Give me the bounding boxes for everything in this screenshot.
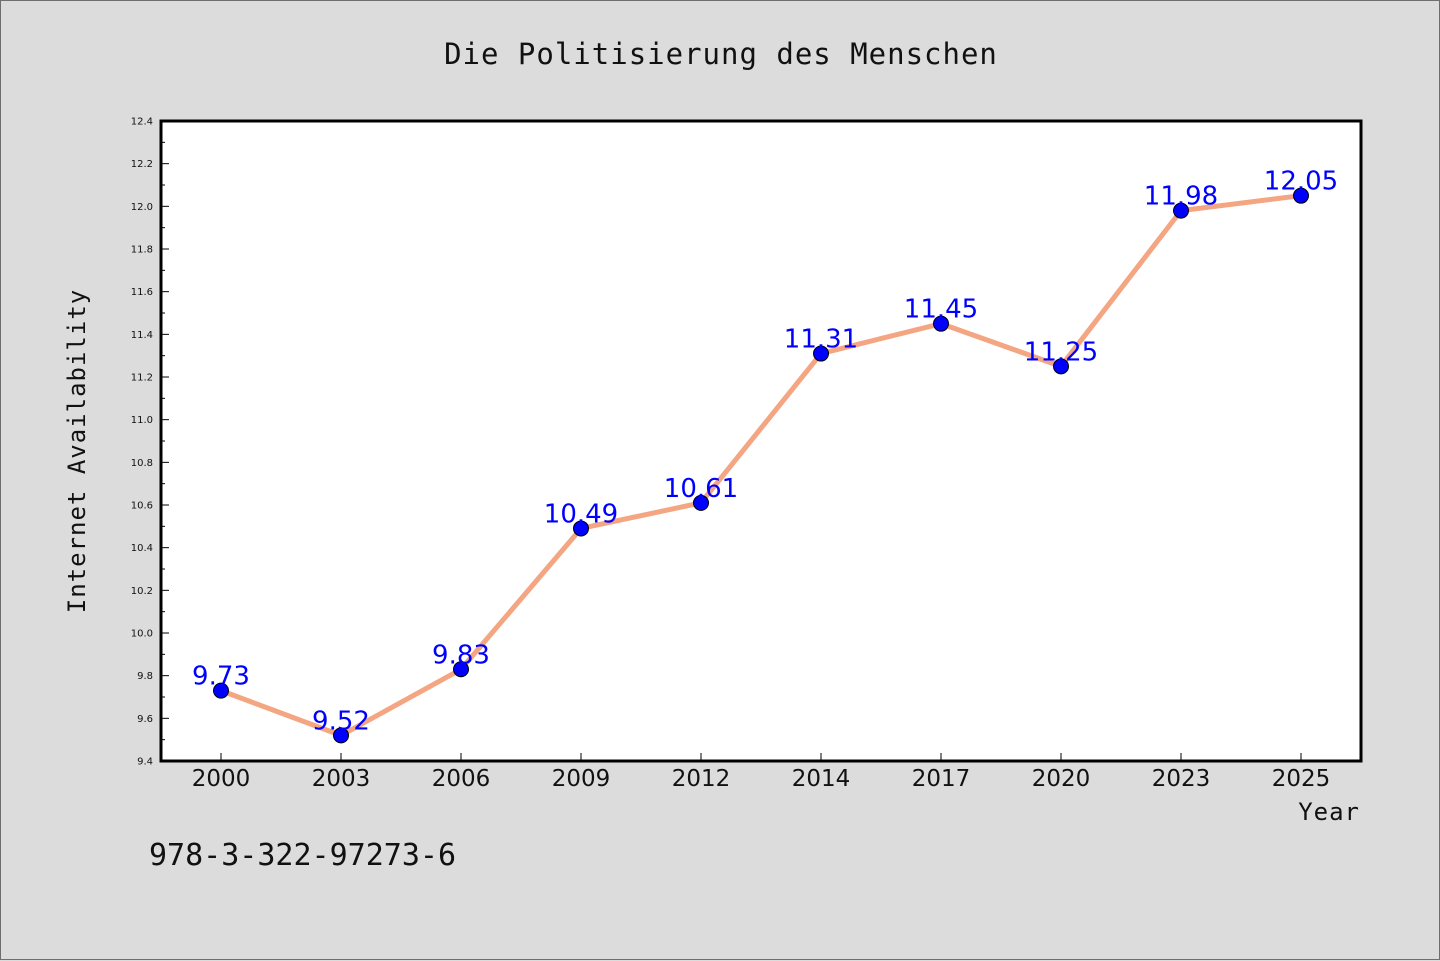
y-tick-label: 11.8 <box>131 245 153 256</box>
y-tick-label: 11.4 <box>131 330 153 341</box>
x-tick-label: 2020 <box>1032 766 1091 792</box>
y-tick-label: 9.6 <box>137 714 153 725</box>
data-point <box>933 315 949 332</box>
y-tick-label: 10.2 <box>131 586 153 597</box>
y-axis: 9.4 9.6 9.8 10.0 10.2 10.4 10.6 10.8 11.0 11.2 11.… <box>131 117 169 768</box>
y-tick-label: 11.0 <box>131 415 153 426</box>
data-point <box>1053 358 1069 375</box>
y-tick-label: 12.2 <box>131 159 153 170</box>
data-point <box>453 661 469 678</box>
data-label: 10.61 <box>664 474 738 504</box>
isbn-footnote: 978-3-322-97273-6 <box>149 838 456 873</box>
plot-area <box>159 119 1363 763</box>
y-tick-label: 10.8 <box>131 458 153 469</box>
data-point <box>1293 187 1309 204</box>
y-tick-label: 10.0 <box>131 629 153 640</box>
data-point <box>1173 202 1189 219</box>
series-line <box>220 193 1302 738</box>
x-tick-label: 2017 <box>912 766 971 792</box>
data-point <box>813 345 829 362</box>
data-label: 9.83 <box>432 640 490 670</box>
data-point <box>213 682 229 699</box>
data-label: 11.25 <box>1024 337 1098 367</box>
data-label: 10.49 <box>544 499 618 529</box>
x-tick-label: 2023 <box>1152 766 1211 792</box>
x-tick-label: 2012 <box>672 766 731 792</box>
x-tick-label: 2009 <box>552 766 611 792</box>
x-tick-label: 2025 <box>1272 766 1331 792</box>
data-label: 12.05 <box>1264 167 1338 197</box>
data-label: 9.52 <box>312 706 370 736</box>
y-tick-label: 11.6 <box>131 287 153 298</box>
data-label: 11.98 <box>1144 182 1218 212</box>
y-tick-label: 11.2 <box>131 373 153 384</box>
data-label: 11.31 <box>784 325 858 355</box>
data-label: 11.45 <box>904 295 978 325</box>
x-axis: 2000 2003 2006 2009 2012 2014 2017 2020 2023 2025 <box>192 753 1331 792</box>
y-tick-label: 10.6 <box>131 501 153 512</box>
data-point <box>693 494 709 511</box>
data-point <box>333 727 349 744</box>
data-point <box>573 520 589 537</box>
x-axis-label: Year <box>1298 798 1360 826</box>
x-tick-label: 2014 <box>792 766 851 792</box>
y-tick-label: 10.4 <box>131 543 153 554</box>
x-tick-label: 2000 <box>192 766 251 792</box>
y-tick-label: 9.4 <box>137 757 153 768</box>
chart-title: Die Politisierung des Menschen <box>444 37 998 71</box>
y-tick-label: 12.4 <box>131 117 153 128</box>
x-tick-label: 2006 <box>432 766 491 792</box>
y-tick-label: 12.0 <box>131 202 153 213</box>
x-tick-label: 2003 <box>312 766 371 792</box>
data-label: 9.73 <box>192 662 250 692</box>
y-tick-label: 9.8 <box>137 671 153 682</box>
series-group: 9.73 9.52 9.83 10.49 10.61 11.31 11.45 11.25 11.… <box>192 167 1338 744</box>
y-axis-label: Internet Availability <box>63 289 91 613</box>
